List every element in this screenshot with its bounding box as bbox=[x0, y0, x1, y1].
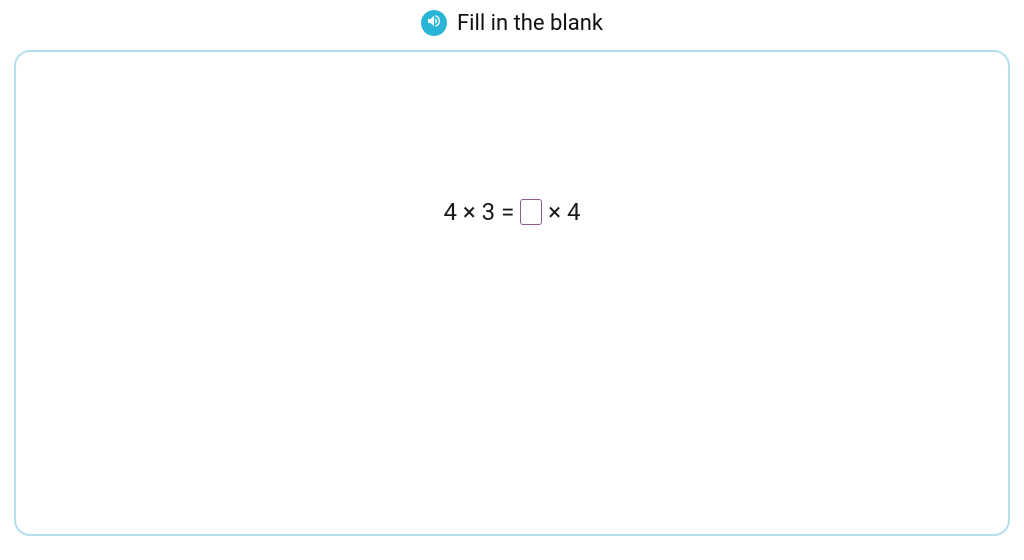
equation: 4 × 3 = × 4 bbox=[443, 198, 580, 226]
audio-play-button[interactable] bbox=[421, 10, 447, 36]
question-content-box: 4 × 3 = × 4 bbox=[14, 50, 1010, 536]
answer-input[interactable] bbox=[520, 199, 542, 225]
question-title: Fill in the blank bbox=[457, 11, 603, 36]
speaker-icon bbox=[426, 13, 442, 33]
equation-right: × 4 bbox=[548, 198, 580, 226]
question-header: Fill in the blank bbox=[0, 0, 1024, 50]
equation-left: 4 × 3 = bbox=[443, 198, 514, 226]
